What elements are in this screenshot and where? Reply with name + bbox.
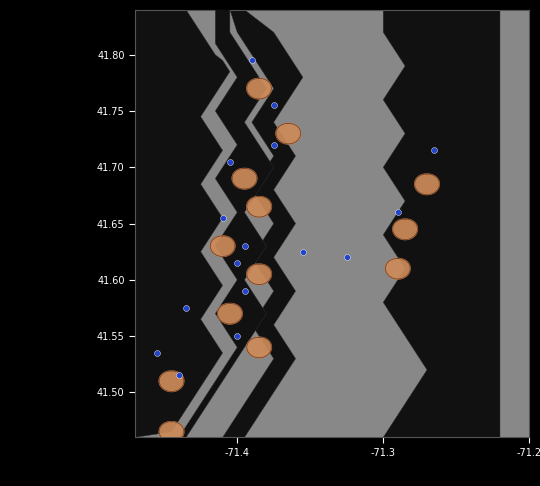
Polygon shape bbox=[218, 304, 242, 324]
Point bbox=[182, 304, 191, 312]
Polygon shape bbox=[276, 123, 301, 144]
Polygon shape bbox=[159, 371, 184, 392]
Polygon shape bbox=[247, 78, 272, 99]
Point bbox=[247, 56, 256, 64]
Polygon shape bbox=[247, 264, 272, 285]
Polygon shape bbox=[179, 10, 274, 437]
Polygon shape bbox=[393, 219, 417, 240]
Point bbox=[430, 146, 438, 154]
Point bbox=[269, 102, 278, 109]
Polygon shape bbox=[210, 236, 235, 257]
Point bbox=[240, 287, 249, 295]
Polygon shape bbox=[232, 169, 257, 189]
Point bbox=[299, 248, 307, 256]
Point bbox=[218, 214, 227, 222]
Polygon shape bbox=[383, 10, 500, 437]
Point bbox=[226, 158, 234, 166]
Point bbox=[240, 242, 249, 250]
Polygon shape bbox=[159, 422, 184, 442]
Point bbox=[153, 349, 161, 357]
Point bbox=[174, 372, 183, 380]
Point bbox=[342, 253, 351, 261]
Point bbox=[269, 141, 278, 149]
Polygon shape bbox=[247, 337, 272, 358]
Point bbox=[233, 259, 241, 267]
Point bbox=[233, 332, 241, 340]
Point bbox=[394, 208, 402, 216]
Polygon shape bbox=[222, 10, 303, 437]
Polygon shape bbox=[386, 259, 410, 279]
Polygon shape bbox=[415, 174, 440, 194]
Polygon shape bbox=[135, 10, 230, 437]
Polygon shape bbox=[247, 197, 272, 217]
